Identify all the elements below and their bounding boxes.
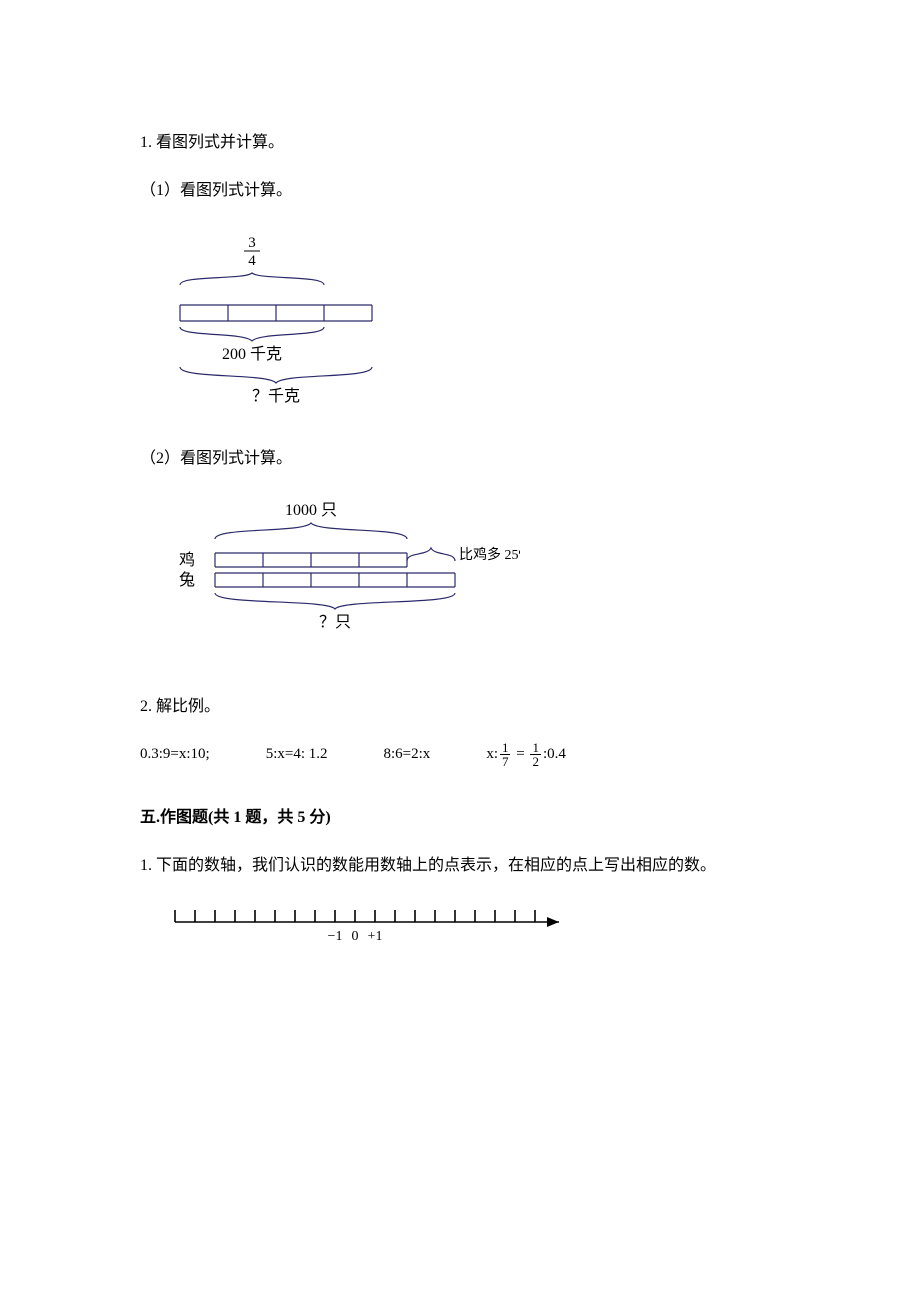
q1-sub2-diagram: 1000 只鸡兔 比鸡多 25% ？只 (160, 493, 920, 674)
q2-text: 解比例。 (156, 698, 220, 715)
svg-text:−1: −1 (328, 929, 343, 944)
q1-heading: 1. 看图列式并计算。 (140, 128, 920, 158)
svg-text:？千克: ？千克 (252, 387, 300, 405)
svg-text:3: 3 (248, 235, 256, 251)
eq4-f2-num: 1 (530, 741, 541, 756)
svg-text:？只: ？只 (319, 614, 351, 631)
eq4-frac2: 12 (530, 741, 541, 769)
s5-q1-body: 下面的数轴，我们认识的数能用数轴上的点表示，在相应的点上写出相应的数。 (156, 857, 716, 874)
equations-row: 0.3:9=x:10; 5:x=4: 1.2 8:6=2:x x:17 = 12… (140, 740, 920, 769)
diagram-1-svg: 3 4 200 千克 ？千克 (160, 225, 430, 415)
svg-text:4: 4 (248, 253, 256, 269)
svg-text:鸡: 鸡 (179, 551, 195, 569)
eq4-f2-den: 2 (530, 755, 541, 769)
q1-sub1-diagram: 3 4 200 千克 ？千克 (160, 225, 920, 426)
eq4-f1-num: 1 (500, 741, 511, 756)
eq4-mid: = (512, 746, 528, 762)
svg-text:1000 只: 1000 只 (285, 502, 337, 519)
q1-number: 1. (140, 134, 152, 151)
svg-text:比鸡多 25%: 比鸡多 25% (459, 546, 520, 563)
equation-4: x:17 = 12:0.4 (486, 740, 566, 769)
svg-text:+1: +1 (368, 929, 383, 944)
svg-text:兔: 兔 (179, 571, 195, 589)
q1-sub1-label: （1）看图列式计算。 (140, 176, 920, 206)
equation-1: 0.3:9=x:10; (140, 740, 210, 769)
numberline-diagram: −1 0 +1 (160, 900, 920, 971)
numberline-svg: −1 0 +1 (160, 900, 600, 960)
s5-q1-text: 1. 下面的数轴，我们认识的数能用数轴上的点表示，在相应的点上写出相应的数。 (140, 851, 920, 881)
svg-text:0: 0 (352, 929, 359, 944)
q1-text: 看图列式并计算。 (156, 134, 284, 151)
section5-title: 五.作图题(共 1 题，共 5 分) (140, 803, 920, 833)
equation-3: 8:6=2:x (384, 740, 431, 769)
svg-text:200 千克: 200 千克 (222, 345, 282, 363)
diagram-2-svg: 1000 只鸡兔 比鸡多 25% ？只 (160, 493, 520, 663)
s5-q1-number: 1. (140, 857, 152, 874)
eq4-frac1: 17 (500, 741, 511, 769)
eq4-prefix: x: (486, 746, 498, 762)
q2-heading: 2. 解比例。 (140, 692, 920, 722)
q2-number: 2. (140, 698, 152, 715)
equation-2: 5:x=4: 1.2 (266, 740, 328, 769)
q1-sub2-label: （2）看图列式计算。 (140, 444, 920, 474)
eq4-suffix: :0.4 (543, 746, 566, 762)
eq4-f1-den: 7 (500, 755, 511, 769)
